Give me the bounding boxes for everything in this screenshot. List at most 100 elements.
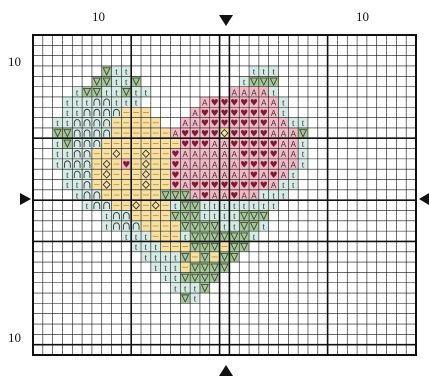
stitch-symbol: t: [204, 201, 207, 211]
stitch-cell: [258, 65, 269, 77]
stitch-cell: [190, 272, 200, 283]
stitch-symbol: [92, 87, 101, 97]
stitch-symbol: [93, 139, 101, 148]
stitch-symbol: A: [192, 171, 198, 180]
stitch-cell: [199, 262, 210, 273]
stitch-cell: [278, 117, 289, 128]
stitch-cell: [239, 231, 250, 242]
stitch-symbol: t: [263, 67, 266, 77]
stitch-symbol: ♥: [250, 150, 258, 160]
stitch-cell: [170, 210, 181, 221]
stitch-cell: [268, 179, 279, 190]
stitch-symbol: [102, 67, 111, 76]
stitch-cell: [229, 251, 240, 263]
stitch-cell: [170, 169, 181, 180]
stitch-cell: [190, 158, 200, 170]
stitch-symbol: [122, 87, 131, 97]
stitch-symbol: A: [202, 150, 208, 159]
stitch-symbol: t: [263, 221, 266, 231]
stitch-cell: [111, 148, 122, 159]
stitch-symbol: ♥: [230, 109, 238, 119]
stitch-symbol: A: [212, 161, 218, 170]
stitch-cell: [219, 127, 230, 139]
stitch-cell: [190, 127, 200, 139]
stitch-cell: [249, 76, 259, 87]
center-marker-top-icon: [219, 15, 233, 26]
stitch-symbol: t: [135, 87, 138, 97]
stitch-symbol: t: [233, 211, 236, 221]
stitch-symbol: [240, 232, 249, 241]
stitch-symbol: [269, 77, 278, 87]
stitch-symbol: ♥: [240, 150, 248, 160]
stitch-cell: [249, 200, 259, 211]
stitch-cell: [101, 117, 112, 128]
stitch-symbol: t: [213, 201, 216, 211]
stitch-cell: [229, 200, 240, 211]
stitch-cell: [199, 241, 210, 252]
stitch-cell: [249, 96, 259, 108]
stitch-cell: [131, 231, 142, 242]
stitch-cell: [249, 148, 259, 159]
stitch-symbol: ♥: [250, 171, 258, 181]
stitch-cell: [219, 107, 230, 118]
stitch-cell: [72, 86, 83, 97]
stitch-cell: [141, 86, 151, 97]
row-label-10-bottom: 10: [8, 330, 21, 345]
stitch-cell: [150, 262, 161, 273]
stitch-symbol: ♥: [260, 119, 268, 129]
stitch-symbol: [181, 211, 190, 221]
stitch-symbol: ♥: [201, 130, 209, 140]
stitch-cell: [278, 148, 289, 159]
stitch-symbol: A: [291, 161, 297, 170]
stitch-symbol: A: [291, 140, 297, 149]
stitch-symbol: [112, 149, 121, 159]
stitch-cell: [190, 282, 200, 294]
stitch-cell: [160, 272, 171, 283]
stitch-symbol: t: [66, 108, 69, 118]
stitch-symbol: A: [281, 150, 287, 159]
stitch-symbol: ♥: [250, 181, 258, 191]
stitch-cell: [199, 117, 210, 128]
stitch-cell: [249, 210, 259, 221]
stitch-symbol: [181, 222, 190, 231]
stitch-symbol: [83, 119, 91, 127]
stitch-symbol: t: [66, 118, 69, 128]
stitch-symbol: t: [154, 252, 157, 262]
stitch-symbol: t: [86, 201, 89, 211]
stitch-cell: [180, 158, 191, 170]
stitch-cell: [72, 107, 83, 118]
stitch-cell: [180, 148, 191, 159]
stitch-symbol: t: [194, 294, 197, 304]
stitch-cell: [82, 148, 92, 159]
stitch-cell: [249, 117, 259, 128]
stitch-symbol: t: [154, 242, 157, 252]
stitch-symbol: t: [174, 252, 177, 262]
stitch-symbol: A: [202, 99, 208, 108]
stitch-symbol: t: [233, 221, 236, 231]
stitch-cell: [268, 117, 279, 128]
stitch-symbol: t: [66, 180, 69, 190]
stitch-symbol: t: [135, 232, 138, 242]
stitch-symbol: [63, 139, 72, 149]
stitch-symbol: [53, 129, 62, 138]
stitch-symbol: [113, 108, 120, 117]
stitch-cell: [101, 127, 112, 139]
stitch-symbol: [132, 222, 140, 230]
stitch-cell: [199, 96, 210, 108]
stitch-cell: [141, 148, 151, 159]
stitch-cell: [209, 200, 220, 211]
stitch-cell: [258, 158, 269, 170]
stitch-symbol: t: [263, 191, 266, 201]
stitch-cell: [62, 158, 73, 170]
stitch-symbol: [92, 77, 101, 87]
stitch-symbol: [103, 108, 111, 117]
stitch-symbol: [73, 160, 81, 168]
stitch-symbol: A: [232, 171, 238, 180]
stitch-symbol: [220, 128, 229, 138]
stitch-symbol: ♥: [211, 109, 219, 119]
stitch-cell: [239, 158, 250, 170]
stitch-cell: [258, 169, 269, 180]
stitch-symbol: [210, 222, 219, 231]
stitch-symbol: t: [184, 232, 187, 242]
